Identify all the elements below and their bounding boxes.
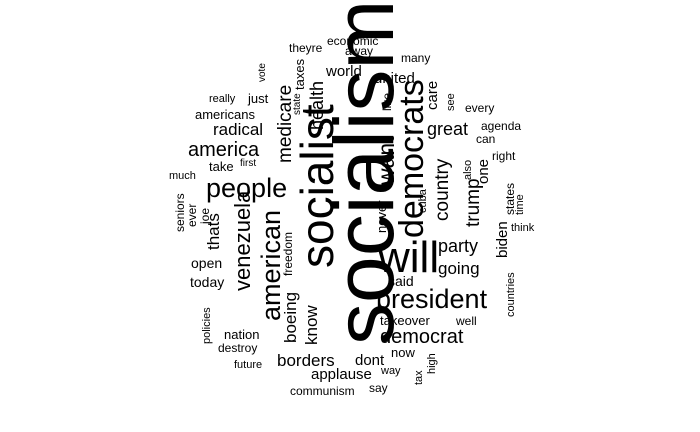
word-state: state — [292, 93, 303, 115]
word-see: see — [445, 93, 457, 111]
word-trump: trump — [463, 178, 484, 227]
word-policies: policies — [201, 307, 213, 344]
word-going: going — [438, 259, 480, 278]
word-dont: dont — [355, 352, 385, 369]
word-venezuela: venezuela — [230, 190, 255, 291]
word-first: first — [240, 158, 257, 169]
word-taxes: taxes — [292, 58, 307, 90]
word-america: america — [188, 139, 260, 161]
word-party: party — [438, 236, 479, 256]
word-democrat: democrat — [380, 326, 464, 348]
word-borders: borders — [277, 351, 335, 370]
word-many: many — [401, 51, 431, 65]
word-every: every — [465, 101, 495, 115]
word-also: also — [462, 159, 474, 180]
word-right: right — [492, 149, 516, 163]
word-health: health — [307, 80, 327, 130]
word-united: united — [374, 70, 415, 87]
word-ever: ever — [185, 203, 199, 227]
word-destroy: destroy — [218, 341, 258, 355]
word-joe: joe — [198, 207, 212, 224]
word-cuba: cuba — [417, 189, 429, 213]
word-want: want — [373, 136, 399, 185]
word-say: say — [369, 381, 388, 395]
word-biden: biden — [494, 221, 511, 258]
word-just: just — [248, 91, 269, 106]
word-said: said — [388, 273, 414, 289]
word-like: like — [380, 92, 394, 111]
word-boeing: boeing — [281, 291, 300, 343]
word-president: president — [376, 284, 488, 314]
word-theyre: theyre — [289, 41, 323, 55]
word-much: much — [169, 170, 196, 182]
word-care: care — [424, 80, 441, 110]
word-applause: applause — [311, 366, 372, 383]
word-communism: communism — [290, 384, 355, 398]
word-radical: radical — [213, 120, 264, 139]
word-know: know — [302, 305, 321, 345]
word-freedom: freedom — [281, 231, 295, 276]
word-today: today — [190, 274, 225, 290]
word-countries: countries — [505, 272, 517, 317]
word-nation: nation — [224, 327, 260, 342]
word-americans: americans — [195, 107, 255, 122]
word-vote: vote — [257, 63, 268, 82]
word-think: think — [511, 222, 535, 234]
word-agenda: agenda — [481, 119, 522, 133]
word-well: well — [456, 314, 477, 328]
word-will: will — [378, 233, 440, 282]
word-can: can — [476, 132, 496, 146]
word-tax: tax — [413, 370, 425, 385]
word-way: way — [381, 365, 401, 377]
word-take: take — [209, 159, 234, 174]
word-people: people — [206, 173, 288, 203]
word-great: great — [427, 119, 469, 139]
word-world: world — [326, 63, 362, 80]
word-high: high — [426, 353, 438, 374]
word-time: time — [514, 194, 526, 215]
word-country: country — [432, 158, 453, 221]
word-open: open — [191, 255, 223, 271]
word-future: future — [234, 359, 263, 371]
word-away: away — [345, 44, 374, 58]
word-one: one — [475, 158, 492, 184]
word-economic: economic — [327, 34, 379, 48]
word-takeover: takeover — [380, 313, 430, 328]
word-never: never — [374, 200, 389, 233]
word-really: really — [209, 93, 236, 105]
word-now: now — [391, 345, 415, 360]
